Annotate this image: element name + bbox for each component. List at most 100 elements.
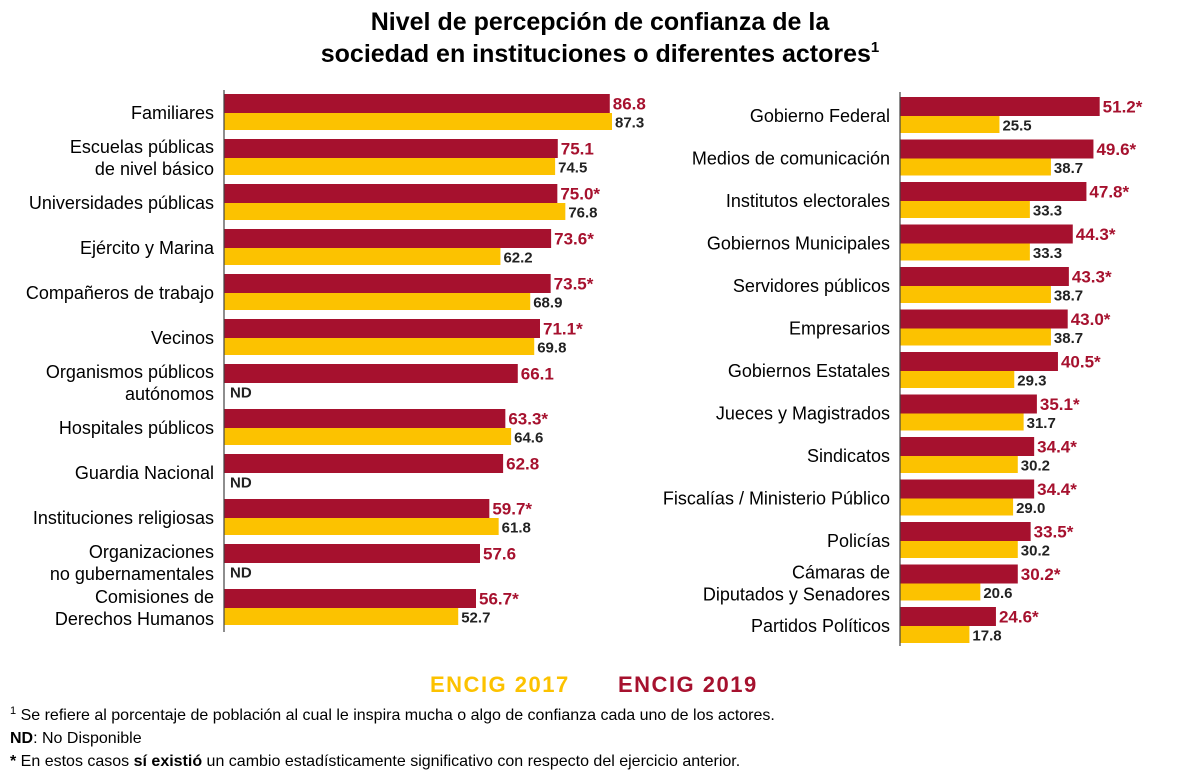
value-label: 66.1: [521, 365, 554, 384]
bar: [900, 607, 996, 626]
bar: [900, 394, 1037, 414]
value-label: 73.6*: [554, 230, 594, 249]
bar: [224, 454, 504, 473]
bar: [900, 564, 1018, 584]
footnote: ND: No Disponible: [10, 730, 142, 747]
footnote-part: un cambio estadísticamente significativo…: [202, 753, 740, 770]
bar: [224, 139, 558, 158]
bar: [900, 626, 970, 643]
bar: [224, 589, 476, 608]
footnote-part: 1: [10, 705, 16, 717]
bar: [224, 229, 552, 248]
bar: [224, 544, 480, 563]
value-label: 30.2: [1021, 543, 1050, 560]
chart-title: Nivel de percepción de confianza de la: [371, 8, 831, 36]
bar: [900, 522, 1031, 541]
value-label: 29.3: [1017, 373, 1046, 390]
category-label: Gobiernos Estatales: [728, 361, 890, 381]
value-label: 47.8*: [1089, 183, 1129, 202]
value-label: 57.6: [483, 545, 516, 564]
footnote-part: Se refiere al porcentaje de población al…: [16, 707, 775, 724]
bar: [900, 371, 1015, 388]
value-label: 43.3*: [1072, 268, 1112, 287]
category-label: Empresarios: [789, 319, 890, 339]
category-label: Gobiernos Municipales: [707, 234, 890, 254]
value-label: 62.8: [506, 455, 539, 474]
value-label: 29.0: [1016, 500, 1045, 517]
value-label: 62.2: [503, 250, 532, 267]
bar: [900, 413, 1024, 431]
value-label: 71.1*: [543, 320, 583, 339]
bar: [900, 479, 1035, 499]
value-label: 52.7: [461, 610, 490, 627]
legend-label: ENCIG 2017: [430, 672, 570, 697]
value-label: 34.4*: [1037, 438, 1077, 457]
bar: [900, 116, 1000, 133]
bar: [224, 338, 535, 355]
bar: [224, 113, 612, 130]
bar: [224, 248, 501, 265]
value-label: ND: [230, 385, 252, 402]
bar: [224, 409, 506, 428]
bar: [224, 94, 610, 113]
value-label: 56.7*: [479, 590, 519, 609]
title-line: sociedad en instituciones o diferentes a…: [321, 40, 871, 68]
category-label: Policías: [827, 531, 890, 551]
value-label: 69.8: [537, 340, 566, 357]
legend-label: ENCIG 2019: [618, 672, 758, 697]
bar: [900, 224, 1073, 244]
category-label: Hospitales públicos: [59, 418, 214, 438]
bar: [900, 97, 1100, 116]
category-label: Familiares: [131, 103, 214, 123]
bar: [224, 608, 459, 625]
bar: [224, 364, 518, 383]
value-label: 30.2*: [1021, 565, 1061, 584]
category-label: Partidos Políticos: [751, 616, 890, 636]
category-label: Vecinos: [151, 328, 214, 348]
value-label: 33.3: [1033, 203, 1062, 220]
bar: [224, 499, 490, 518]
category-label: Guardia Nacional: [75, 463, 214, 483]
value-label: 68.9: [533, 295, 562, 312]
category-label: Medios de comunicación: [692, 149, 890, 169]
category-label: Institutos electorales: [726, 191, 890, 211]
bar: [900, 139, 1094, 159]
footnote-part: sí existió: [134, 753, 203, 770]
value-label: 43.0*: [1071, 310, 1111, 329]
value-label: 61.8: [502, 520, 531, 537]
bar: [224, 184, 558, 203]
value-label: 38.7: [1054, 288, 1083, 305]
value-label: 44.3*: [1076, 225, 1116, 244]
value-label: 20.6: [983, 585, 1012, 602]
value-label: 31.7: [1027, 415, 1056, 432]
bar: [224, 518, 499, 535]
value-label: 49.6*: [1096, 140, 1136, 159]
value-label: 63.3*: [508, 410, 548, 429]
value-label: 51.2*: [1103, 98, 1143, 117]
category-label: Ejército y Marina: [80, 238, 215, 258]
value-label: ND: [230, 475, 252, 492]
value-label: 74.5: [558, 160, 587, 177]
bar: [900, 158, 1051, 176]
value-label: 40.5*: [1061, 353, 1101, 372]
bar: [900, 243, 1030, 261]
title-note: 1: [871, 39, 879, 56]
value-label: 33.5*: [1034, 523, 1074, 542]
category-label: Sindicatos: [807, 446, 890, 466]
value-label: 35.1*: [1040, 395, 1080, 414]
value-label: 17.8: [972, 628, 1001, 645]
category-label: Gobierno Federal: [750, 106, 890, 126]
bar: [224, 319, 540, 338]
category-label: Instituciones religiosas: [33, 508, 214, 528]
category-label: Escuelas públicas de nivel básico: [70, 137, 214, 179]
value-label: 76.8: [568, 205, 597, 222]
category-label: Jueces y Magistrados: [716, 404, 890, 424]
bar: [224, 203, 566, 220]
footnote-part: En estos casos: [16, 753, 133, 770]
footnote-part: : No Disponible: [33, 730, 142, 747]
bar: [900, 456, 1018, 473]
value-label: 33.3: [1033, 245, 1062, 262]
footnote: 1 Se refiere al porcentaje de población …: [10, 705, 775, 724]
value-label: ND: [230, 565, 252, 582]
